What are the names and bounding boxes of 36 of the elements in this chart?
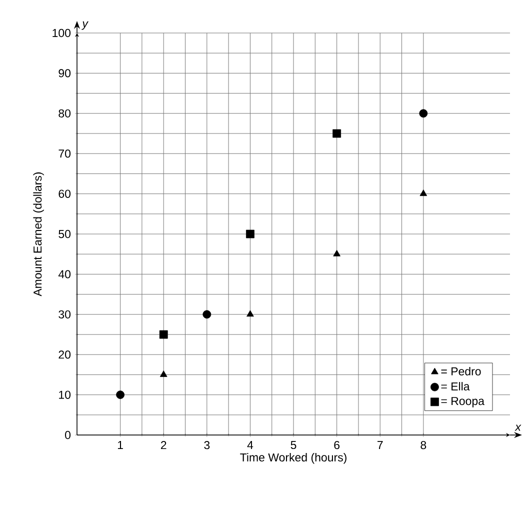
x-tick-label: 1 xyxy=(118,441,123,449)
point xyxy=(116,390,124,399)
point xyxy=(246,310,254,317)
x-tick-label: 6 xyxy=(334,441,340,450)
x-tick-label: 4 xyxy=(247,441,254,449)
point xyxy=(159,330,168,339)
point xyxy=(333,250,340,256)
legend-label: = Ella xyxy=(441,382,470,390)
y-tick-label: 90 xyxy=(58,69,71,78)
text: y xyxy=(82,21,89,30)
y-tick-label: 60 xyxy=(58,190,71,198)
x-tick-label: 5 xyxy=(290,441,296,450)
y-tick-label: 70 xyxy=(58,150,71,158)
legend-label: = Pedro xyxy=(441,366,481,376)
point xyxy=(332,129,342,138)
legend-label: = Roopa xyxy=(441,397,484,408)
y-tick-label: 80 xyxy=(58,109,71,118)
point xyxy=(419,109,428,118)
x-tick-label: 2 xyxy=(160,441,166,450)
y-tick-label: 30 xyxy=(58,310,71,318)
y-tick-label: 40 xyxy=(58,270,71,278)
y-tick-label: 0 xyxy=(65,430,71,440)
y-tick-label: 50 xyxy=(58,230,71,238)
x-axis-title: Time Worked (hours) xyxy=(240,453,346,464)
x-tick-label: 3 xyxy=(204,441,210,450)
x-tick-label: 7 xyxy=(378,441,383,449)
y-axis-title: Amount Earned (dollars) xyxy=(33,172,44,296)
point xyxy=(420,190,428,196)
point xyxy=(202,310,212,319)
point xyxy=(160,370,168,377)
x-tick-label: 8 xyxy=(420,441,426,450)
y-tick-label: 20 xyxy=(58,350,71,359)
y-tick-label: 100 xyxy=(52,28,71,38)
text: x xyxy=(514,424,522,431)
point xyxy=(246,230,254,238)
y-tick-label: 10 xyxy=(59,390,71,399)
